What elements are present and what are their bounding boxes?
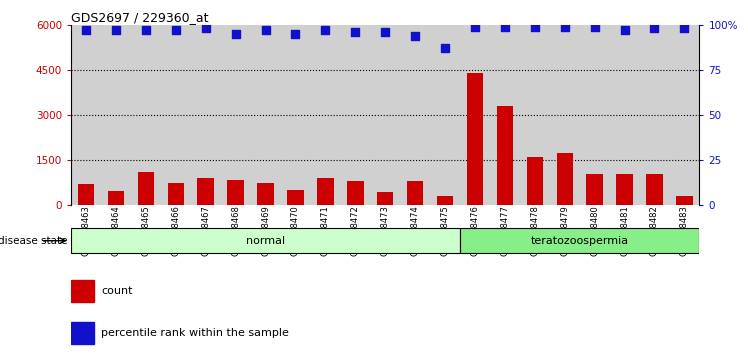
Text: GSM158466: GSM158466 — [171, 205, 180, 256]
Text: GSM158471: GSM158471 — [321, 205, 330, 256]
Point — [289, 31, 301, 37]
Point — [499, 24, 511, 29]
Text: GSM158482: GSM158482 — [650, 205, 659, 256]
Bar — [78, 184, 94, 205]
Point — [170, 27, 182, 33]
Bar — [377, 192, 393, 205]
Text: GSM158483: GSM158483 — [680, 205, 689, 256]
Point — [200, 25, 212, 31]
Point — [409, 33, 421, 39]
Bar — [71, 322, 94, 344]
Point — [649, 25, 660, 31]
Point — [349, 29, 361, 35]
Bar — [580, 25, 610, 205]
Text: GSM158472: GSM158472 — [351, 205, 360, 256]
Bar — [467, 73, 483, 205]
Text: GDS2697 / 229360_at: GDS2697 / 229360_at — [71, 11, 209, 24]
Bar — [557, 153, 573, 205]
Text: GSM158474: GSM158474 — [411, 205, 420, 256]
Point — [80, 27, 92, 33]
Bar — [520, 25, 550, 205]
Point — [559, 24, 571, 29]
Text: GSM158468: GSM158468 — [231, 205, 240, 256]
Text: percentile rank within the sample: percentile rank within the sample — [101, 328, 289, 338]
Text: GSM158480: GSM158480 — [590, 205, 599, 256]
Point — [589, 24, 601, 29]
Text: count: count — [101, 286, 132, 296]
Bar — [251, 25, 280, 205]
Bar — [669, 25, 699, 205]
Text: GSM158478: GSM158478 — [530, 205, 539, 256]
Text: GSM158481: GSM158481 — [620, 205, 629, 256]
Point — [529, 24, 541, 29]
Text: normal: normal — [246, 236, 285, 246]
Bar — [161, 25, 191, 205]
Text: disease state: disease state — [0, 236, 67, 246]
Bar — [71, 280, 94, 302]
Text: GSM158479: GSM158479 — [560, 205, 569, 256]
Bar — [347, 181, 364, 205]
Bar — [400, 25, 430, 205]
Bar — [527, 157, 543, 205]
Bar — [340, 25, 370, 205]
Point — [230, 31, 242, 37]
Text: GSM158470: GSM158470 — [291, 205, 300, 256]
Bar — [131, 25, 161, 205]
Bar — [317, 178, 334, 205]
Point — [439, 45, 451, 51]
Text: GSM158465: GSM158465 — [141, 205, 150, 256]
FancyBboxPatch shape — [460, 228, 699, 253]
Point — [140, 27, 152, 33]
Text: teratozoospermia: teratozoospermia — [530, 236, 629, 246]
Bar — [310, 25, 340, 205]
Text: GSM158463: GSM158463 — [82, 205, 91, 256]
Bar — [676, 196, 693, 205]
Bar — [101, 25, 131, 205]
Bar — [138, 172, 154, 205]
Text: GSM158467: GSM158467 — [201, 205, 210, 256]
Point — [379, 29, 391, 35]
Point — [319, 27, 331, 33]
Bar — [610, 25, 640, 205]
Bar — [640, 25, 669, 205]
Point — [110, 27, 122, 33]
Bar — [227, 180, 244, 205]
Bar — [168, 183, 184, 205]
Bar — [370, 25, 400, 205]
Bar — [490, 25, 520, 205]
Bar — [197, 178, 214, 205]
Bar — [430, 25, 460, 205]
Point — [469, 24, 481, 29]
Text: GSM158464: GSM158464 — [111, 205, 120, 256]
Bar — [646, 174, 663, 205]
Text: GSM158475: GSM158475 — [441, 205, 450, 256]
Text: GSM158469: GSM158469 — [261, 205, 270, 256]
Bar — [71, 25, 101, 205]
Bar — [460, 25, 490, 205]
Bar — [586, 174, 603, 205]
Bar — [191, 25, 221, 205]
Bar — [257, 183, 274, 205]
Text: GSM158473: GSM158473 — [381, 205, 390, 256]
Bar — [616, 174, 633, 205]
Bar — [550, 25, 580, 205]
Point — [678, 25, 690, 31]
Bar — [108, 191, 124, 205]
FancyBboxPatch shape — [71, 228, 460, 253]
Text: GSM158476: GSM158476 — [470, 205, 479, 256]
Bar — [280, 25, 310, 205]
Bar — [407, 181, 423, 205]
Bar — [221, 25, 251, 205]
Point — [619, 27, 631, 33]
Bar — [437, 196, 453, 205]
Bar — [287, 190, 304, 205]
Point — [260, 27, 272, 33]
Text: GSM158477: GSM158477 — [500, 205, 509, 256]
Bar — [497, 106, 513, 205]
